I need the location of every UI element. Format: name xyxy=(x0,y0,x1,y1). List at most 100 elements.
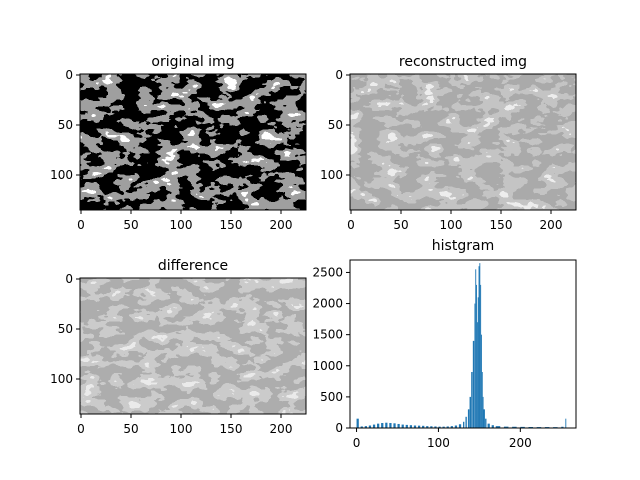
y-tick: 0 xyxy=(335,68,350,82)
histogram-bar xyxy=(471,372,473,428)
histogram-frame xyxy=(349,259,577,429)
y-tick-label: 100 xyxy=(50,168,73,182)
histogram-bar xyxy=(426,426,429,428)
histogram-bar xyxy=(561,426,564,428)
histogram-bar xyxy=(467,409,470,428)
histogram-bar xyxy=(463,421,465,428)
histogram-bar xyxy=(485,418,487,428)
histogram-y-ticks: 0 500 1000 1500 2000 2500 xyxy=(312,265,350,435)
y-tick-label: 50 xyxy=(58,118,73,132)
histogram-bar xyxy=(393,423,396,428)
x-tick-label: 150 xyxy=(220,218,243,232)
difference-x-ticks: 0 50 100 150 200 xyxy=(77,414,292,436)
histogram-bar xyxy=(483,409,485,428)
histogram-bar xyxy=(465,416,467,428)
x-tick-label: 50 xyxy=(123,422,138,436)
histogram-bar xyxy=(512,426,517,428)
x-tick: 100 xyxy=(170,210,193,232)
histogram-bar xyxy=(360,426,363,428)
y-tick-label: 100 xyxy=(50,372,73,386)
histogram-bar xyxy=(491,425,494,428)
histogram-bar xyxy=(442,426,445,428)
x-tick: 50 xyxy=(393,210,409,232)
histogram-bar xyxy=(472,340,475,428)
x-tick: 200 xyxy=(270,210,293,232)
histogram-bar xyxy=(372,424,376,428)
histogram-bar xyxy=(385,422,388,428)
histogram-bar xyxy=(482,396,484,428)
x-tick: 50 xyxy=(123,210,139,232)
y-tick-label: 2000 xyxy=(312,297,343,311)
histogram-bar xyxy=(458,424,462,428)
reconstructed-image xyxy=(350,74,576,210)
histogram-x-ticks: 0 100 200 xyxy=(353,428,532,450)
reconstructed-y-ticks: 0 50 100 xyxy=(320,68,350,182)
histogram-bar xyxy=(481,334,482,428)
original-x-ticks: 0 50 100 150 200 xyxy=(77,210,292,232)
x-tick-label: 150 xyxy=(490,218,513,232)
y-tick-label: 500 xyxy=(320,390,343,404)
x-tick: 150 xyxy=(220,414,243,436)
y-tick-label: 0 xyxy=(65,272,73,286)
histogram-bar xyxy=(479,263,481,428)
histogram-bar xyxy=(481,372,483,428)
x-tick: 200 xyxy=(270,414,293,436)
histogram-bar xyxy=(474,303,476,428)
y-tick: 1000 xyxy=(312,359,350,373)
x-tick-label: 100 xyxy=(170,422,193,436)
histogram-bar xyxy=(480,284,482,428)
histogram-bar xyxy=(430,426,433,428)
histogram-bar xyxy=(417,425,421,428)
x-tick-label: 0 xyxy=(77,218,85,232)
y-tick: 1500 xyxy=(312,328,350,342)
difference-image xyxy=(80,278,306,414)
reconstructed-title: reconstructed img xyxy=(399,54,527,70)
y-tick: 0 xyxy=(65,68,80,82)
panel-difference: difference 0 50 100 150 200 0 50 100 xyxy=(50,258,307,436)
x-tick: 0 xyxy=(347,210,355,232)
panel-reconstructed: reconstructed img 0 50 100 150 200 0 50 … xyxy=(320,54,577,232)
y-tick-label: 1000 xyxy=(312,359,343,373)
x-tick-label: 50 xyxy=(393,218,408,232)
histogram-bar xyxy=(368,425,372,428)
difference-frame xyxy=(79,277,307,415)
histogram-bar xyxy=(381,423,384,428)
y-tick: 500 xyxy=(320,390,350,404)
x-tick-label: 100 xyxy=(440,218,463,232)
histogram-axes-background xyxy=(350,260,576,428)
y-tick: 50 xyxy=(328,118,350,132)
histogram-bar xyxy=(476,322,478,428)
x-tick: 50 xyxy=(123,414,139,436)
y-tick: 100 xyxy=(50,168,80,182)
histogram-bar xyxy=(520,426,525,428)
histogram-bar xyxy=(487,423,490,428)
histogram-bar xyxy=(434,426,437,428)
x-tick-label: 50 xyxy=(123,218,138,232)
histogram-bar xyxy=(356,418,359,428)
histogram-bar xyxy=(409,425,413,428)
histogram-bar xyxy=(450,426,453,428)
panel-original: original img 0 50 100 150 200 0 50 100 xyxy=(50,54,307,232)
histogram-bar xyxy=(477,297,479,428)
x-tick-label: 200 xyxy=(270,218,293,232)
histogram-bar xyxy=(454,425,458,428)
histogram-bar xyxy=(422,425,425,428)
histogram-bar xyxy=(503,426,509,428)
x-tick-label: 100 xyxy=(170,218,193,232)
x-tick: 100 xyxy=(427,428,450,450)
y-tick: 2500 xyxy=(312,265,350,279)
original-title: original img xyxy=(151,54,234,70)
histogram-bar xyxy=(478,266,480,428)
histogram-bar xyxy=(405,424,408,428)
x-tick-label: 150 xyxy=(220,422,243,436)
histogram-bar xyxy=(438,426,441,428)
y-tick-label: 0 xyxy=(335,421,343,435)
histogram-bar xyxy=(364,426,367,428)
original-image xyxy=(80,74,306,210)
x-tick: 150 xyxy=(220,210,243,232)
y-tick: 0 xyxy=(65,272,80,286)
histogram-bar xyxy=(475,269,477,428)
histogram-bar xyxy=(401,424,404,428)
x-tick-label: 200 xyxy=(270,422,293,436)
